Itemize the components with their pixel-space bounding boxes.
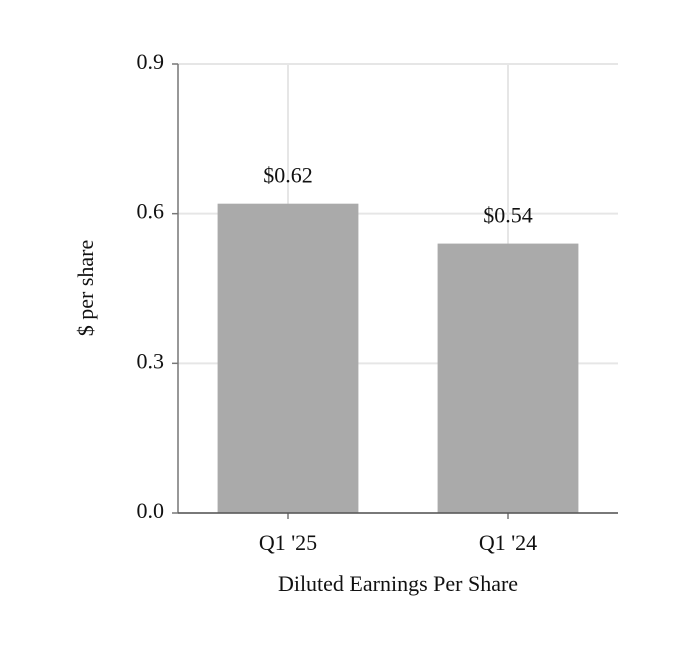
bar (437, 243, 579, 513)
y-axis-label: $ per share (73, 240, 98, 337)
y-tick-label: 0.9 (137, 49, 165, 74)
x-axis-label: Diluted Earnings Per Share (278, 571, 518, 596)
x-tick-label: Q1 '24 (479, 530, 537, 555)
y-tick-label: 0.0 (137, 498, 165, 523)
value-label: $0.54 (483, 203, 533, 228)
bar (217, 203, 359, 513)
value-label: $0.62 (263, 163, 313, 188)
x-tick-label: Q1 '25 (259, 530, 317, 555)
y-tick-label: 0.6 (137, 199, 165, 224)
y-tick-label: 0.3 (137, 348, 165, 373)
